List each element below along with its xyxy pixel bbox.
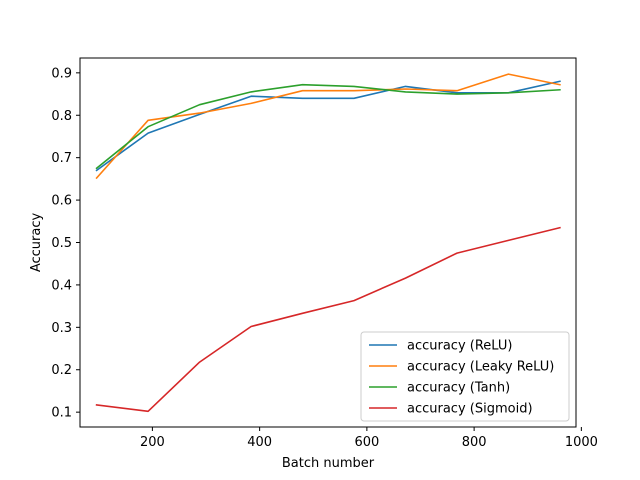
series-line-2: [95, 83, 561, 170]
y-tick-label: 0.5: [51, 236, 72, 251]
y-tick-label: 0.1: [51, 406, 72, 421]
legend: accuracy (ReLU) accuracy (Leaky ReLU) accu…: [360, 331, 570, 422]
y-axis-label: Accuracy: [29, 213, 44, 273]
x-tick-label: 1000: [565, 435, 598, 450]
y-tick-label: 0.7: [51, 151, 72, 166]
y-tick-label: 0.4: [51, 278, 72, 293]
series-layer: [95, 73, 561, 413]
y-tick-label: 0.6: [51, 194, 72, 209]
y-tick-label: 0.8: [51, 109, 72, 124]
x-tick-label: 400: [247, 435, 272, 450]
x-tick-label: 200: [140, 435, 165, 450]
series-line-3: [95, 226, 561, 413]
x-tick-label: 800: [462, 435, 487, 450]
y-tick-label: 0.2: [51, 363, 72, 378]
y-tick-label: 0.9: [51, 66, 72, 81]
legend-label: accuracy (ReLU): [407, 339, 513, 354]
x-axis: 200 400 600 800 1000: [140, 427, 598, 450]
y-tick-label: 0.3: [51, 321, 72, 336]
y-axis: 0.1 0.2 0.3 0.4 0.5 0.6 0.7 0.8 0.9: [51, 66, 80, 421]
x-tick-label: 600: [354, 435, 379, 450]
x-axis-label: Batch number: [282, 456, 375, 471]
series-line-1: [95, 73, 561, 180]
legend-label: accuracy (Sigmoid): [407, 402, 533, 417]
legend-label: accuracy (Tanh): [407, 381, 510, 396]
legend-box: [360, 331, 570, 422]
legend-label: accuracy (Leaky ReLU): [407, 360, 554, 375]
